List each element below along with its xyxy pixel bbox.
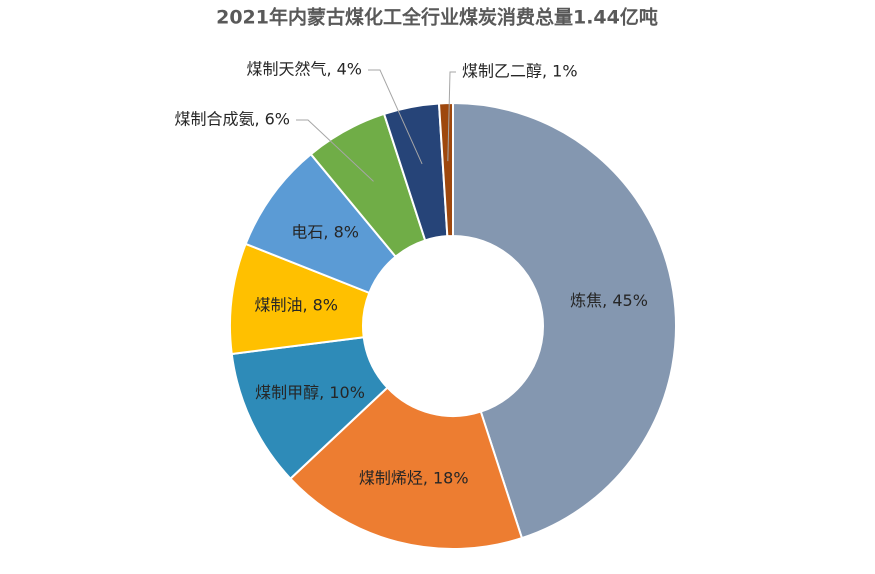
donut-slice [452,101,677,540]
leader-line [296,119,374,182]
data-label: 煤制合成氨, 6% [174,110,290,129]
leader-line [368,69,423,165]
data-label: 煤制油, 8% [254,296,338,315]
data-label: 炼焦, 45% [570,291,648,310]
donut-slice [289,386,524,550]
data-label: 煤制乙二醇, 1% [462,62,578,81]
data-label: 电石, 8% [291,223,359,242]
leader-line [447,71,456,162]
chart-title: 2021年内蒙古煤化工全行业煤炭消费总量1.44亿吨 [216,6,658,29]
data-label: 煤制甲醇, 10% [255,383,365,402]
data-label: 煤制天然气, 4% [246,60,362,79]
data-label: 煤制烯烃, 18% [359,469,469,488]
donut-slice [437,101,454,238]
